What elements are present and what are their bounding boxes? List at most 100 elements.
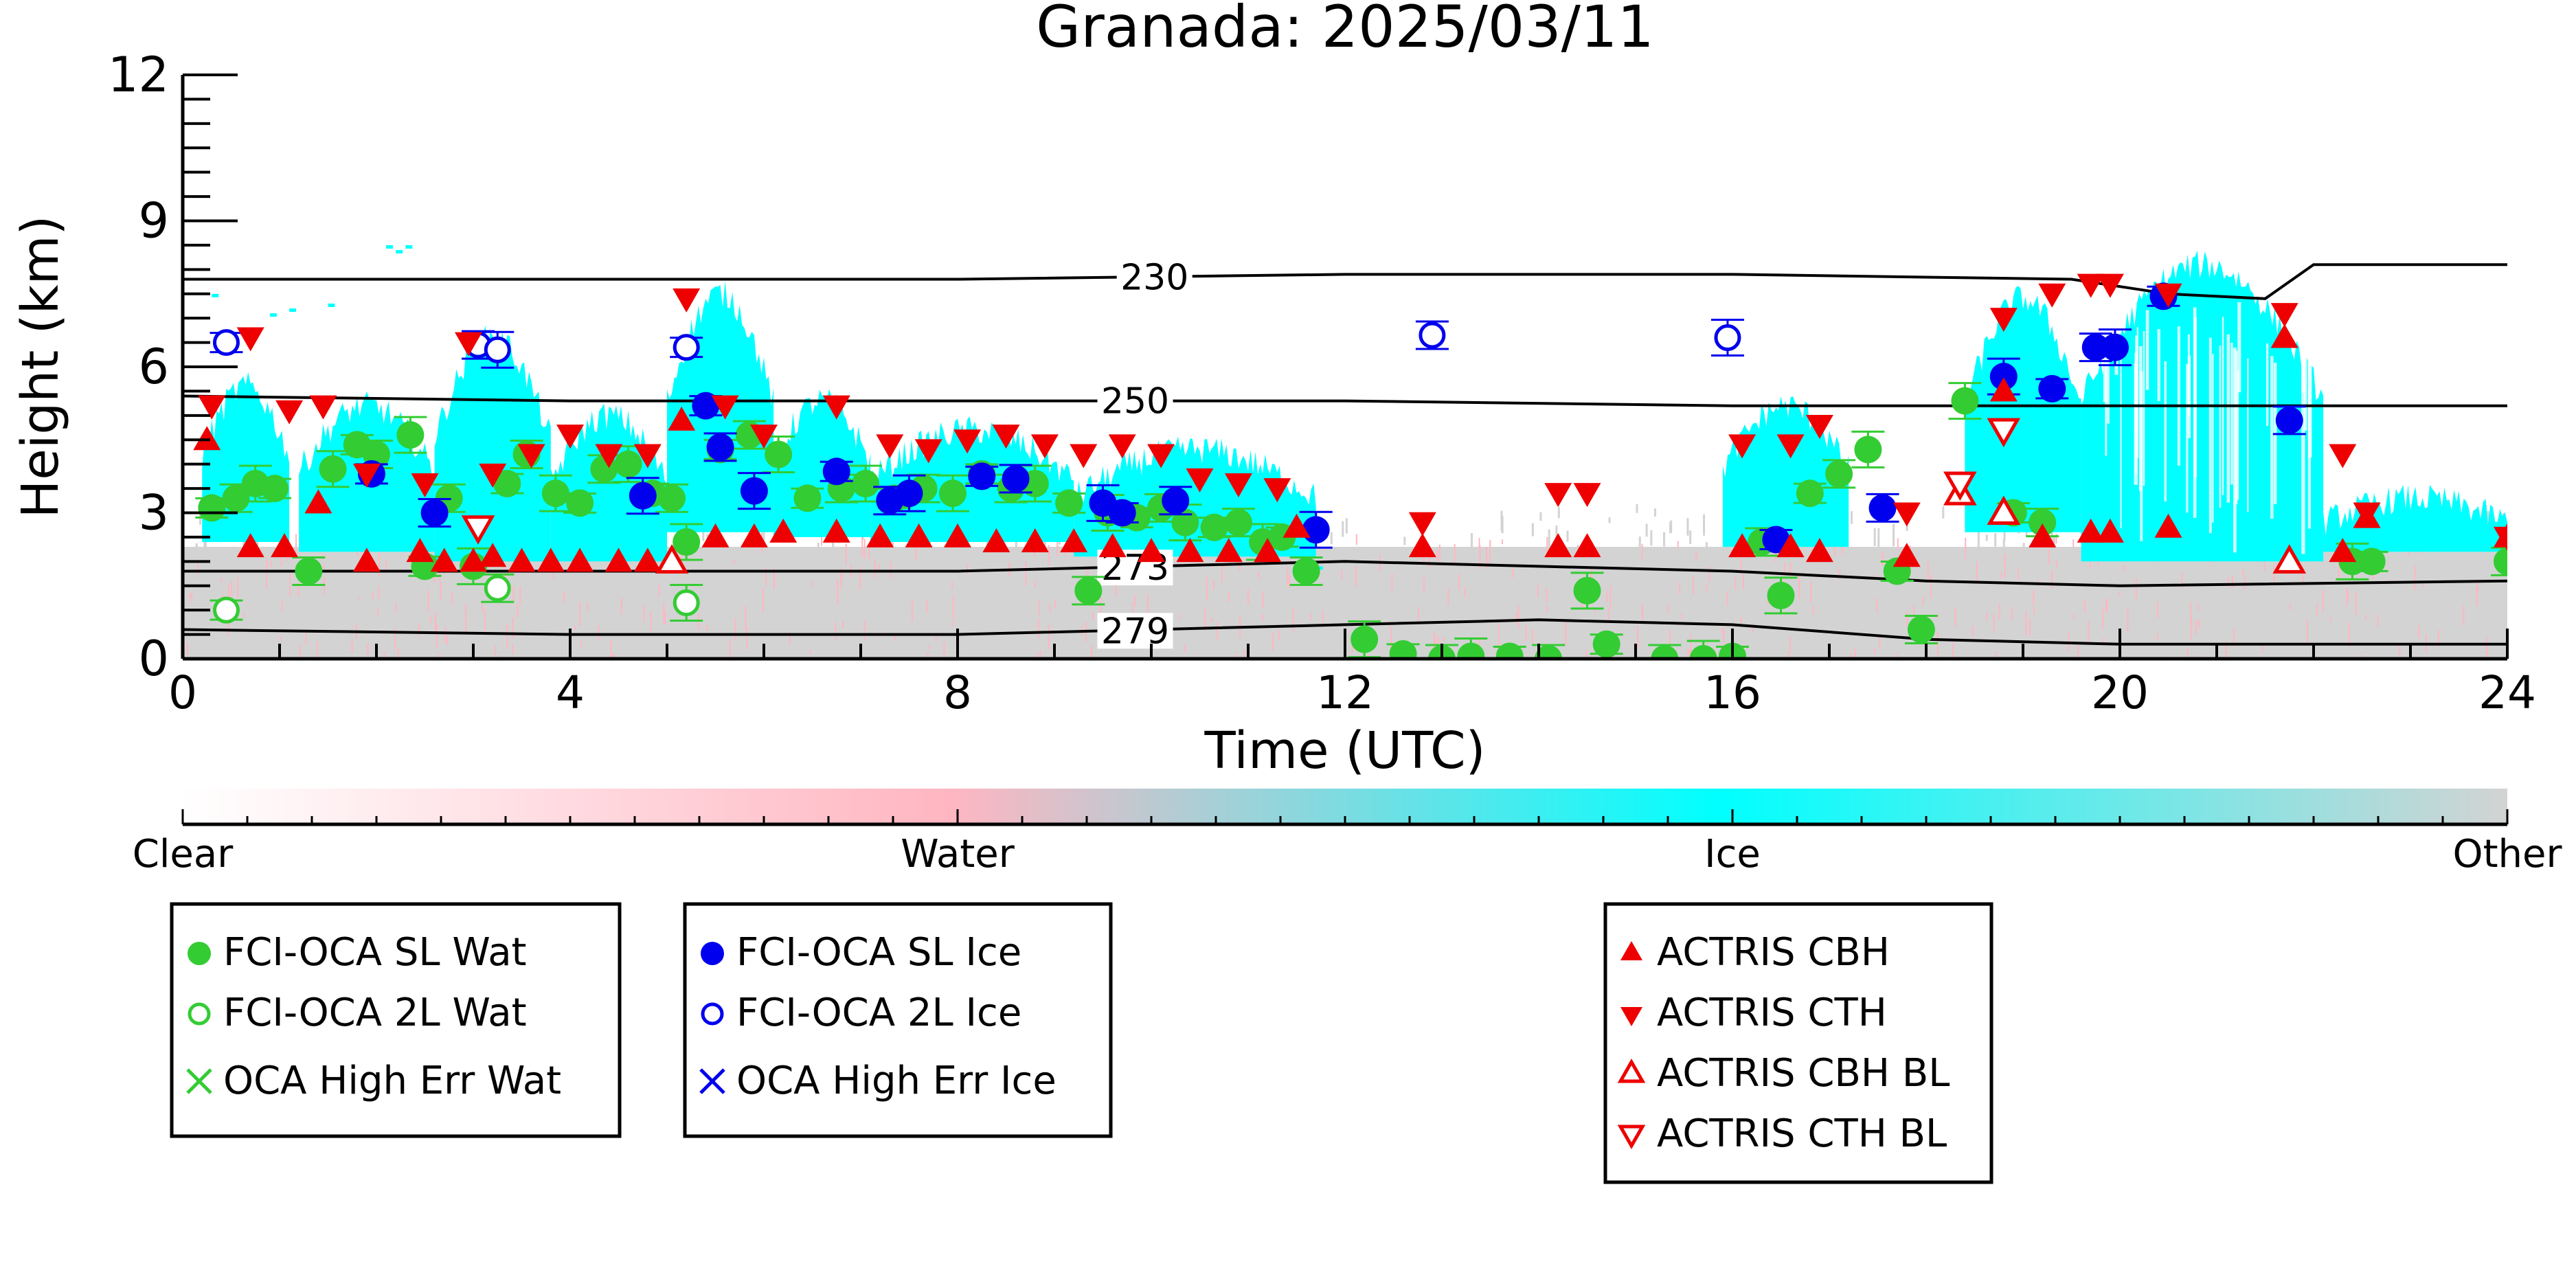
water-speckle [191, 594, 193, 603]
water-speckle [1243, 650, 1245, 659]
water-speckle [317, 641, 319, 659]
other-speckle [1873, 528, 1876, 547]
water-speckle [1489, 539, 1491, 563]
data-point [944, 523, 971, 547]
water-speckle [383, 651, 385, 657]
water-speckle [1341, 569, 1343, 580]
data-point [556, 425, 584, 449]
water-speckle [1235, 654, 1237, 659]
water-speckle [512, 644, 514, 655]
water-speckle [1272, 632, 1274, 652]
ice-gap [2164, 361, 2167, 501]
water-speckle [650, 611, 652, 632]
water-speckle [2437, 630, 2439, 647]
water-speckle [295, 534, 297, 554]
water-speckle [2316, 603, 2318, 616]
water-speckle [845, 543, 847, 565]
data-point [740, 477, 768, 505]
ice-gap [2304, 299, 2307, 431]
other-speckle [1403, 536, 1406, 545]
data-point [1573, 576, 1601, 605]
data-point [1408, 533, 1436, 558]
water-speckle [1581, 599, 1583, 609]
other-speckle [1261, 559, 1264, 577]
water-speckle [1355, 565, 1357, 587]
plot-axes: 0 4 8 12 16 20 24 0 3 6 9 12 [108, 47, 2536, 719]
water-speckle [1443, 637, 1445, 642]
water-speckle [1039, 650, 1041, 657]
water-speckle [1184, 644, 1186, 653]
data-point [2096, 273, 2124, 298]
water-speckle [1976, 561, 1978, 582]
data-point [673, 334, 700, 361]
data-point [1176, 538, 1204, 563]
legends: FCI-OCA SL Wat FCI-OCA 2L Wat OCA High E… [170, 902, 1993, 1184]
water-speckle [1034, 581, 1036, 588]
data-point [1728, 434, 1756, 459]
water-speckle [2365, 614, 2367, 620]
data-point [1292, 557, 1320, 585]
water-speckle [1677, 541, 1679, 550]
colorbar-label-other: Other [2452, 832, 2562, 877]
water-speckle [1879, 637, 1881, 648]
water-speckle [2225, 642, 2227, 659]
water-speckle [1995, 652, 1997, 659]
water-speckle [1909, 545, 1911, 551]
water-speckle [1706, 583, 1708, 592]
water-speckle [733, 559, 735, 565]
data-point [411, 473, 439, 497]
water-speckle [1049, 604, 1051, 613]
water-speckle [935, 633, 937, 642]
series-fci-oca-2l-wat [210, 573, 703, 624]
data-point [1002, 464, 1030, 493]
series-actris-cth-bl [461, 418, 2021, 545]
water-speckle [2302, 574, 2304, 583]
water-speckle [1721, 627, 1724, 634]
data-point [1457, 642, 1485, 659]
data-point [1070, 444, 1098, 468]
data-point [655, 544, 689, 574]
ice-region [1965, 286, 2081, 532]
water-speckle [367, 643, 369, 657]
data-point [536, 547, 565, 572]
data-point [673, 589, 700, 617]
water-speckle [299, 644, 301, 659]
legend-label-cbh-bl: ACTRIS CBH BL [1657, 1051, 1950, 1096]
water-speckle [1537, 584, 1539, 598]
other-speckle [396, 550, 398, 558]
other-speckle [2274, 556, 2277, 572]
ice-gap [2208, 337, 2212, 534]
water-speckle [2231, 575, 2233, 588]
other-speckle [832, 538, 835, 561]
other-speckle [2401, 548, 2404, 564]
water-speckle [734, 618, 736, 640]
water-speckle [967, 563, 969, 574]
water-speckle [1723, 630, 1725, 652]
data-point [260, 475, 289, 503]
ice-gap [2134, 352, 2138, 432]
water-speckle [2011, 607, 2013, 621]
data-point [1989, 308, 2018, 332]
water-speckle [1998, 602, 2000, 620]
water-speckle [1391, 573, 1393, 591]
water-speckle [2055, 560, 2057, 567]
water-speckle [1740, 617, 1742, 624]
water-speckle [1687, 648, 1689, 659]
water-speckle [440, 581, 442, 600]
legend-marker [188, 942, 211, 965]
water-speckle [1418, 607, 1420, 623]
water-speckle [1512, 569, 1514, 578]
other-speckle [702, 530, 705, 541]
data-point [566, 547, 594, 572]
other-speckle [1689, 530, 1692, 545]
water-speckle [1039, 600, 1041, 615]
water-speckle [1433, 631, 1435, 654]
other-speckle [1636, 504, 1638, 513]
water-speckle [297, 583, 300, 597]
x-tick-label: 8 [943, 666, 972, 719]
water-speckle [2418, 625, 2420, 638]
water-speckle [773, 573, 776, 589]
x-tick-label: 16 [1704, 666, 1761, 719]
other-speckle [1985, 534, 1988, 541]
water-speckle [1206, 576, 1208, 601]
